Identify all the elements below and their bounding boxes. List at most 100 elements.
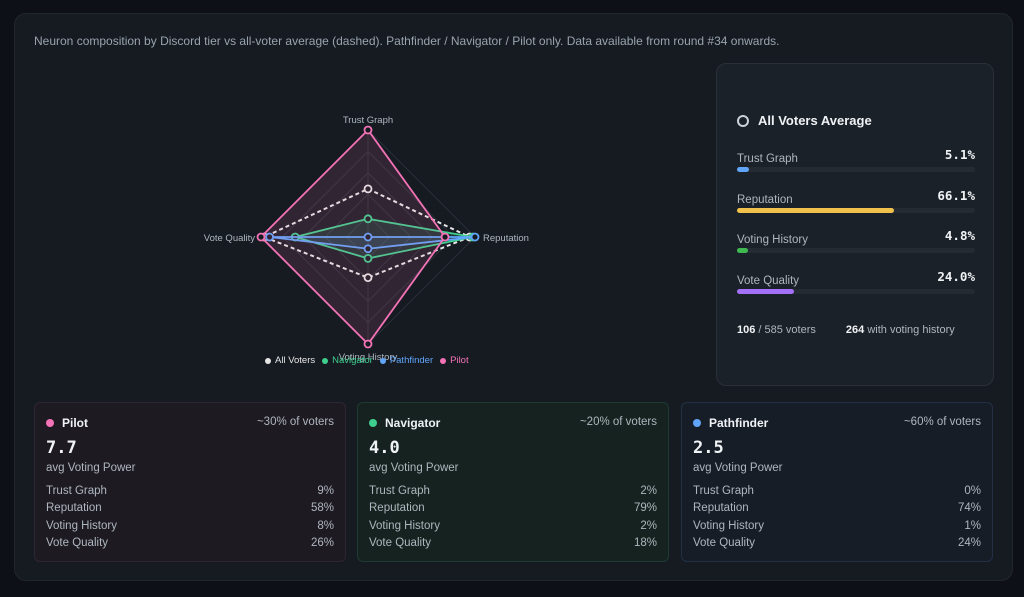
avg-row: Trust Graph 5.1% (737, 147, 975, 172)
tier-rows: Trust Graph 2% Reputation 79% Voting History… (369, 485, 657, 554)
tier-row-value: 26% (310, 536, 334, 549)
point-navigator (363, 253, 373, 263)
axis-label: Reputation (483, 233, 529, 244)
point-pilot (363, 339, 373, 349)
tier-share: ~60% of voters (903, 416, 981, 428)
tier-row: Trust Graph 0% (693, 485, 981, 502)
tier-name: Pilot (62, 416, 88, 430)
chart-description: Neuron composition by Discord tier vs al… (34, 34, 780, 48)
tier-dot-icon (369, 419, 377, 427)
avg-row-track (737, 167, 975, 172)
radar-chart: Trust Graph Reputation Voting History Vote … (204, 115, 529, 363)
avg-row-fill (737, 207, 895, 213)
legend-label: All Voters (275, 355, 316, 366)
tier-row-label: Trust Graph (693, 485, 754, 497)
tier-row-value: 9% (317, 485, 334, 497)
point-pilot (256, 232, 266, 242)
tier-row: Vote Quality 18% (369, 537, 657, 554)
tier-card-navigator: Navigator ~20% of voters 4.0 avg Voting Pow… (357, 402, 669, 562)
tier-row: Trust Graph 2% (369, 485, 657, 502)
tier-row: Reputation 58% (46, 502, 334, 519)
point-pathfinder (363, 232, 373, 242)
legend-item: Pilot (440, 355, 469, 366)
axis-label: Vote Quality (204, 233, 255, 244)
tier-row-label: Voting History (693, 519, 764, 532)
avg-row-track (737, 207, 975, 213)
tier-voting-power-label: avg Voting Power (369, 462, 459, 474)
tier-row: Voting History 1% (693, 520, 981, 537)
tier-row-label: Reputation (693, 502, 749, 515)
tier-header: Navigator (369, 416, 440, 430)
avg-row: Vote Quality 24.0% (737, 268, 975, 294)
tier-row-label: Vote Quality (46, 536, 109, 549)
series-all-voters (261, 187, 473, 279)
tier-card-pathfinder: Pathfinder ~60% of voters 2.5 avg Voting Po… (681, 402, 993, 562)
tier-row-label: Vote Quality (369, 536, 432, 549)
composition-panel: Neuron composition by Discord tier vs al… (14, 13, 1013, 581)
tier-header: Pathfinder (693, 416, 768, 430)
tier-row-value: 2% (640, 485, 657, 497)
tier-voting-power-label: avg Voting Power (693, 462, 783, 474)
point-navigator (363, 214, 373, 224)
tier-row-value: 2% (640, 519, 657, 532)
tier-share: ~30% of voters (256, 416, 334, 428)
tier-rows: Trust Graph 0% Reputation 74% Voting History… (693, 485, 981, 554)
tier-row-label: Vote Quality (693, 536, 756, 549)
axis-label: Voting History (339, 352, 398, 363)
legend-item: Navigator (322, 355, 373, 366)
legend-label: Navigator (332, 355, 373, 366)
tier-row-label: Voting History (369, 519, 440, 532)
point-pilot (363, 125, 373, 135)
tier-rows: Trust Graph 9% Reputation 58% Voting History… (46, 485, 334, 554)
avg-row-value: 5.1% (944, 147, 975, 162)
point-all-voters (363, 184, 373, 194)
point-pathfinder (363, 244, 373, 254)
avg-row-value: 4.8% (944, 228, 975, 243)
tier-row-label: Reputation (369, 502, 425, 515)
legend-dot (440, 357, 447, 364)
tier-row: Voting History 8% (46, 520, 334, 537)
all-voters-average-card: All Voters Average Trust Graph 5.1% Reputa… (716, 63, 994, 386)
avg-row-track (737, 248, 975, 253)
tier-row: Vote Quality 24% (693, 537, 981, 554)
tier-row-label: Trust Graph (46, 485, 107, 497)
tier-row-label: Reputation (46, 502, 102, 515)
point-pathfinder (265, 232, 274, 242)
axis-label: Trust Graph (343, 115, 393, 126)
voters-count: 106 / 585 voters (737, 324, 816, 336)
history-count: 264 with voting history (845, 324, 955, 336)
avg-row-value: 24.0% (937, 268, 975, 284)
tier-row-label: Voting History (46, 519, 117, 532)
tier-voting-power-label: avg Voting Power (46, 462, 136, 474)
tier-row-value: 58% (310, 502, 334, 515)
circle-icon (737, 114, 749, 127)
avg-row-fill (737, 288, 795, 294)
point-pathfinder (470, 232, 480, 242)
tier-row-value: 8% (317, 519, 334, 532)
tier-voting-power: 7.7 (46, 438, 77, 458)
avg-row-track (737, 288, 975, 294)
tier-share: ~20% of voters (579, 416, 657, 428)
tier-voting-power: 4.0 (369, 438, 400, 458)
avg-header: All Voters Average (737, 113, 872, 128)
point-pilot (440, 232, 450, 242)
point-all-voters (363, 273, 373, 283)
tier-row: Vote Quality 26% (46, 537, 334, 554)
tier-card-pilot: Pilot ~30% of voters 7.7 avg Voting Power Tr… (34, 402, 346, 562)
tier-name: Navigator (385, 416, 441, 430)
legend-dot (322, 357, 329, 364)
avg-row-fill (737, 248, 749, 253)
tier-row-value: 24% (957, 536, 981, 549)
tier-row: Reputation 74% (693, 502, 981, 519)
tier-row-value: 18% (633, 536, 657, 549)
avg-row-label: Voting History (737, 234, 808, 246)
tier-row-label: Trust Graph (369, 485, 430, 497)
tier-row: Voting History 2% (369, 520, 657, 537)
tier-row-value: 79% (633, 502, 657, 515)
avg-row-label: Vote Quality (737, 274, 800, 287)
tier-dot-icon (46, 419, 54, 427)
legend-label: Pathfinder (389, 355, 434, 366)
avg-row-fill (737, 167, 750, 172)
avg-row: Reputation 66.1% (737, 188, 975, 213)
avg-row: Voting History 4.8% (737, 228, 975, 253)
